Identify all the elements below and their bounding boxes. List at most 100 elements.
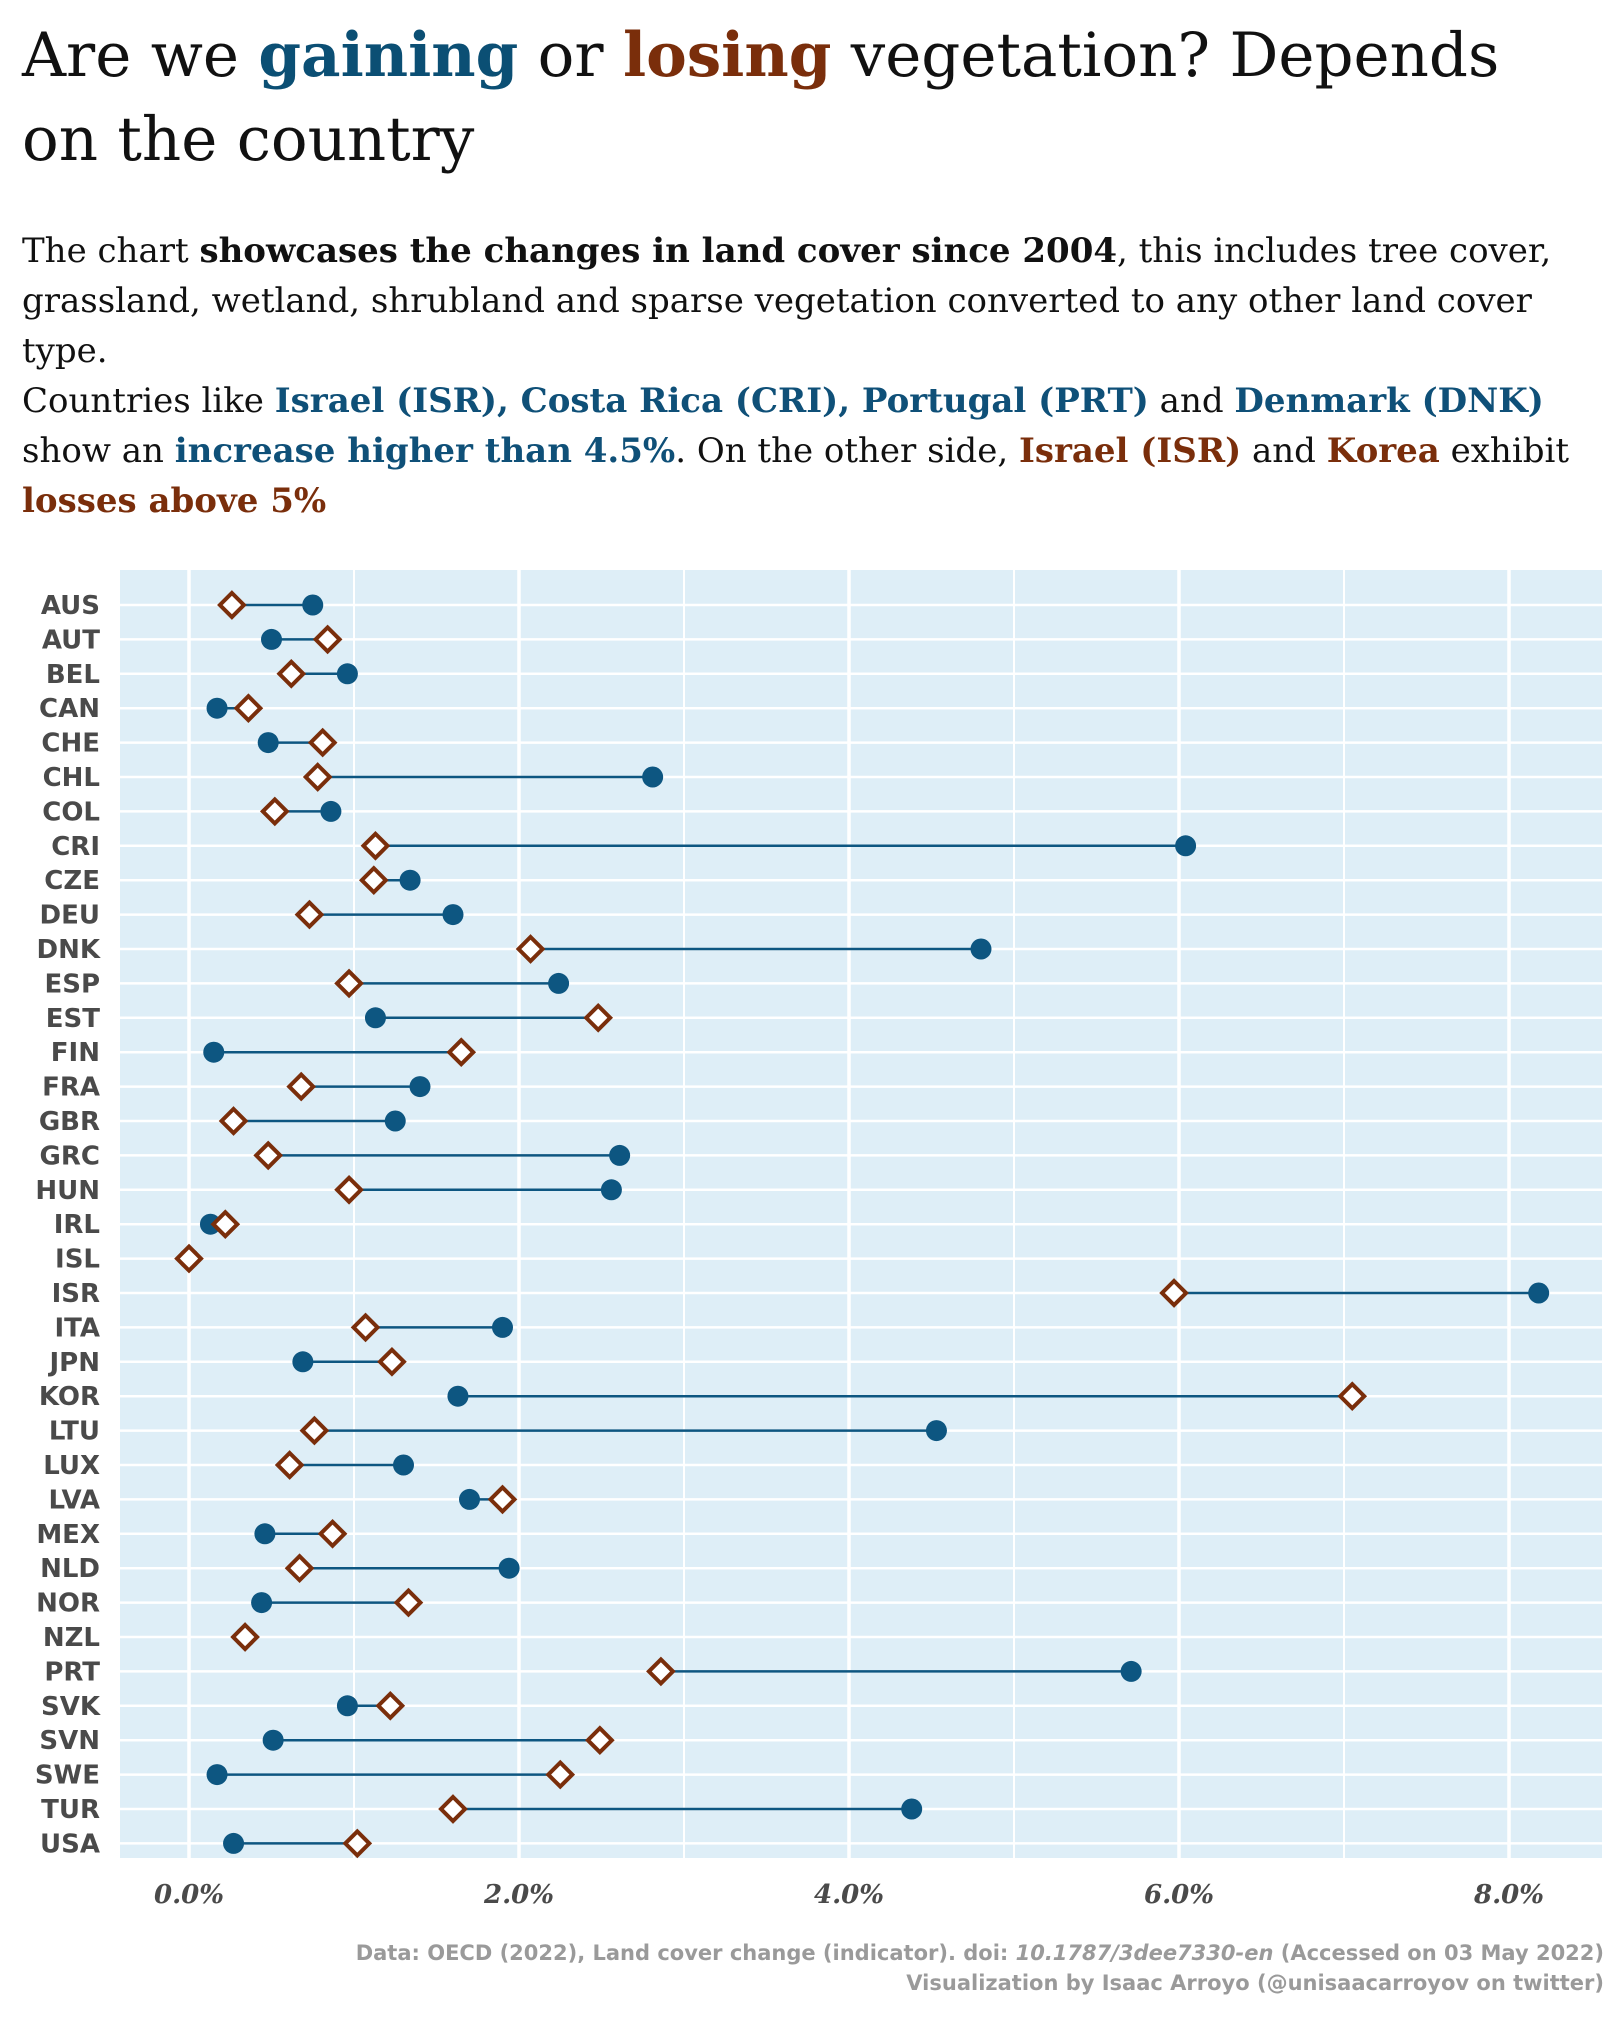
gain-point-usa [223, 1832, 245, 1854]
gain-point-dnk [970, 938, 992, 960]
gain-point-mex [254, 1523, 276, 1545]
loss-point-dnk [515, 934, 546, 964]
caption-line-2: Visualization by Isaac Arroyo (@unisaaca… [906, 1971, 1604, 1995]
x-axis-labels: 0.0% 2.0% 4.0% 6.0% 8.0% [154, 1880, 1544, 1910]
dumbbell-chart: AUS AUT BEL CAN CHE CHL COL CRI CZE DEU DNK ESP EST F… [35, 570, 1602, 1910]
country-label-grc: GRC [40, 1141, 100, 1171]
gain-point-aus [302, 594, 324, 616]
plot-panel [120, 570, 1602, 1858]
subtitle-emphasis: showcases the changes in land cover sinc… [199, 231, 1118, 271]
subtitle-text: show an [22, 431, 175, 471]
gain-point-est [364, 1007, 386, 1029]
subtitle-gain-countries: Israel (ISR), Costa Rica (CRI), Portugal… [274, 381, 1149, 421]
gain-point-irl [199, 1213, 221, 1235]
loss-point-cri [360, 830, 391, 861]
subtitle-paragraph-2: Countries like Israel (ISR), Costa Rica … [22, 376, 1602, 526]
country-label-cze: CZE [44, 866, 100, 896]
loss-point-deu [294, 899, 325, 930]
subtitle-gain-threshold: increase higher than 4.5% [174, 431, 676, 471]
country-label-can: CAN [39, 694, 100, 724]
x-tick-label: 4.0% [814, 1880, 884, 1910]
gain-point-isr [1528, 1282, 1550, 1304]
loss-point-prt [646, 1656, 676, 1687]
caption-doi: 10.1787/3dee7330-en [1015, 1941, 1274, 1965]
gain-point-lux [393, 1454, 414, 1476]
gain-point-svk [336, 1695, 358, 1717]
loss-point-lux [274, 1450, 305, 1480]
loss-point-aut [312, 624, 343, 655]
gain-point-prt [1120, 1660, 1142, 1682]
loss-point-hun [334, 1174, 364, 1205]
gain-point-fin [203, 1041, 225, 1063]
caption-line-1: Data: OECD (2022), Land cover change (in… [356, 1938, 1604, 1968]
gain-point-bel [336, 663, 358, 685]
loss-point-tur [438, 1794, 468, 1824]
country-label-cri: CRI [51, 832, 100, 862]
title-part-2: or [518, 20, 623, 91]
loss-point-fra [286, 1071, 317, 1102]
loss-point-che [307, 727, 338, 758]
country-label-ita: ITA [54, 1313, 100, 1343]
subtitle-text: and [1241, 431, 1327, 471]
country-label-fra: FRA [42, 1073, 100, 1103]
loss-point-cze [358, 865, 389, 896]
x-tick-label: 2.0% [483, 1880, 554, 1910]
country-label-est: EST [46, 1004, 100, 1034]
country-label-lva: LVA [49, 1485, 100, 1515]
country-label-nor: NOR [36, 1589, 100, 1619]
gain-point-che [257, 732, 279, 754]
loss-point-swe [545, 1759, 576, 1790]
loss-point-ltu [299, 1415, 330, 1446]
country-label-irl: IRL [54, 1210, 100, 1240]
subtitle-text: and [1148, 381, 1235, 421]
gain-point-col [320, 800, 342, 822]
subtitle-text: , this includes tree cover, grassland, w… [22, 231, 1552, 371]
loss-point-usa [342, 1828, 373, 1859]
title-part-1: Are we [22, 20, 259, 91]
country-label-usa: USA [40, 1829, 100, 1859]
gain-point-kor [447, 1385, 469, 1407]
loss-point-svk [375, 1690, 406, 1721]
x-tick-label: 8.0% [1473, 1880, 1544, 1910]
gain-point-cze [399, 869, 421, 891]
country-label-svk: SVK [41, 1692, 101, 1722]
loss-point-fin [446, 1037, 477, 1068]
gain-point-deu [442, 904, 464, 926]
loss-point-can [233, 693, 264, 724]
loss-point-mex [317, 1518, 348, 1549]
loss-point-jpn [377, 1346, 407, 1377]
gain-point-fra [409, 1076, 431, 1098]
loss-point-lva [487, 1484, 518, 1515]
country-label-deu: DEU [40, 901, 100, 931]
country-label-kor: KOR [39, 1382, 100, 1412]
source-caption: Data: OECD (2022), Land cover change (in… [356, 1938, 1604, 1998]
country-label-tur: TUR [41, 1795, 100, 1825]
subtitle-paragraph-1: The chart showcases the changes in land … [22, 226, 1602, 376]
subtitle-text: Countries like [22, 381, 275, 421]
country-label-ltu: LTU [49, 1417, 100, 1447]
gain-point-gbr [384, 1110, 406, 1132]
country-label-dnk: DNK [37, 935, 101, 965]
gain-point-jpn [292, 1351, 314, 1373]
subtitle-text: The chart [22, 231, 200, 271]
country-label-isr: ISR [52, 1279, 100, 1309]
loss-point-nor [393, 1587, 424, 1618]
gain-point-nor [251, 1592, 273, 1614]
country-label-esp: ESP [44, 969, 100, 999]
country-label-aus: AUS [41, 591, 100, 621]
gain-point-hun [600, 1179, 622, 1201]
x-tick-label: 6.0% [1144, 1880, 1214, 1910]
gain-point-esp [548, 972, 570, 994]
country-label-nld: NLD [40, 1554, 100, 1584]
title-gaining: gaining [258, 20, 519, 91]
loss-point-nld [284, 1553, 315, 1584]
country-label-mex: MEX [36, 1520, 100, 1550]
country-label-isl: ISL [55, 1245, 100, 1275]
gain-point-swe [206, 1764, 228, 1786]
loss-point-isr [1159, 1278, 1189, 1308]
gain-point-lva [459, 1488, 480, 1510]
title-part-3: vegetation? Depends on the country [22, 20, 1500, 175]
subtitle-loss-israel: Israel (ISR) [1018, 431, 1242, 471]
gain-point-grc [609, 1144, 631, 1166]
loss-point-irl [210, 1209, 241, 1240]
